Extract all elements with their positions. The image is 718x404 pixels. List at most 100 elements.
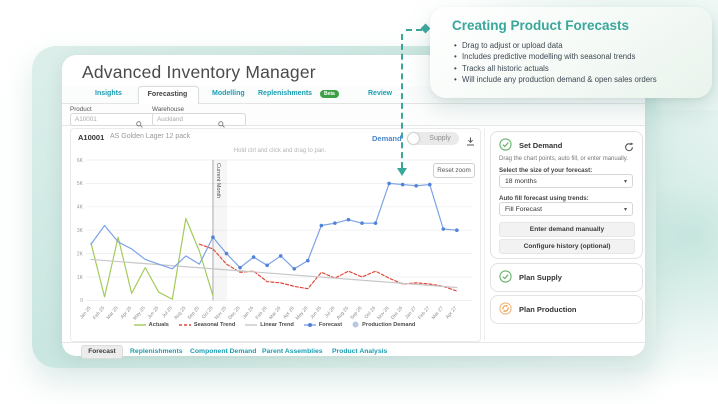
enter-demand-button[interactable]: Enter demand manually bbox=[499, 222, 635, 237]
series-seasonal-trend bbox=[198, 243, 458, 292]
forecast-point[interactable] bbox=[292, 267, 297, 271]
forecast-point[interactable] bbox=[238, 265, 242, 270]
y-tick-label: 1K bbox=[77, 275, 84, 281]
forecast-point[interactable] bbox=[373, 221, 378, 225]
legend-item[interactable]: Seasonal Trend bbox=[178, 321, 236, 328]
x-tick-label: Jul 25 bbox=[161, 305, 174, 319]
callout-bullet: Tracks all historic actuals bbox=[454, 63, 657, 75]
callout-bullet: Drag to adjust or upload data bbox=[454, 40, 657, 52]
x-tick-label: Apr 25 bbox=[119, 305, 133, 320]
forecast-point[interactable] bbox=[211, 235, 215, 240]
legend-label: Forecast bbox=[318, 321, 343, 328]
plan-production-title: Plan Production bbox=[519, 305, 577, 314]
x-tick-label: Nov 26 bbox=[376, 305, 391, 321]
x-tick-label: Jul 26 bbox=[324, 305, 337, 319]
tab-forecasting[interactable] bbox=[138, 86, 199, 104]
download-icon[interactable] bbox=[466, 133, 475, 151]
pan-hint: Hold ctrl and click and drag to pan. bbox=[233, 148, 327, 154]
forecast-point[interactable] bbox=[278, 254, 283, 258]
footer-tab-parent-assemblies[interactable]: Parent Assemblies bbox=[262, 348, 323, 355]
x-tick-label: Sep 25 bbox=[187, 305, 202, 321]
footer-tab-forecast[interactable]: Forecast bbox=[81, 345, 123, 359]
current-month-label: Current Month bbox=[215, 163, 221, 198]
tab-modelling[interactable]: Modelling bbox=[212, 90, 245, 97]
reset-zoom-button[interactable]: Reset zoom bbox=[433, 163, 475, 178]
x-tick-label: Dec 25 bbox=[227, 305, 242, 321]
x-tick-label: Mar 27 bbox=[431, 305, 445, 321]
forecast-point[interactable] bbox=[400, 182, 405, 187]
set-demand-card bbox=[490, 131, 643, 259]
legend-label: Linear Trend bbox=[260, 321, 294, 328]
legend-item[interactable]: Linear Trend bbox=[245, 322, 294, 328]
footer-tab-replenishments[interactable]: Replenishments bbox=[130, 348, 183, 355]
connector-dashed-line bbox=[406, 29, 422, 31]
y-tick-label: 3K bbox=[77, 228, 84, 234]
search-icon[interactable] bbox=[218, 115, 225, 133]
callout-bullet-list: Drag to adjust or upload data Includes p… bbox=[454, 40, 657, 86]
legend-item[interactable]: Production Demand bbox=[352, 321, 415, 328]
plan-production-card[interactable] bbox=[490, 295, 643, 324]
forecast-point[interactable] bbox=[455, 228, 459, 232]
product-input[interactable] bbox=[70, 113, 164, 126]
product-name: AS Golden Lager 12 pack bbox=[110, 133, 191, 140]
search-icon[interactable] bbox=[136, 115, 143, 133]
autofill-value: Fill Forecast bbox=[505, 206, 543, 213]
x-tick-label: Aug 26 bbox=[336, 305, 351, 321]
tab-review[interactable]: Review bbox=[368, 90, 393, 97]
caret-down-icon: ▾ bbox=[623, 179, 627, 185]
footer-tab-product-analysis[interactable]: Product Analysis bbox=[332, 348, 388, 355]
warehouse-input[interactable] bbox=[152, 113, 246, 126]
forecast-point[interactable] bbox=[333, 221, 337, 225]
x-tick-label: Aug 25 bbox=[173, 305, 188, 321]
x-tick-label: Oct 26 bbox=[363, 305, 377, 320]
x-tick-label: Jun 25 bbox=[146, 305, 160, 320]
forecast-point[interactable] bbox=[346, 217, 351, 222]
x-tick-label: Mar 25 bbox=[105, 305, 119, 321]
set-demand-title: Set Demand bbox=[519, 141, 563, 150]
configure-history-button[interactable]: Configure history (optional) bbox=[499, 239, 635, 254]
plan-supply-card[interactable] bbox=[490, 263, 643, 292]
footer-tab-component-demand[interactable]: Component Demand bbox=[190, 348, 257, 355]
supply-label[interactable]: Supply bbox=[429, 135, 451, 142]
forecast-size-select[interactable]: 18 months ▾ bbox=[499, 174, 633, 188]
x-tick-label: Apr 27 bbox=[445, 305, 459, 320]
autofill-select[interactable]: Fill Forecast ▾ bbox=[499, 202, 633, 216]
tab-forecasting-label: Forecasting bbox=[147, 91, 188, 98]
legend-label: Seasonal Trend bbox=[193, 321, 236, 328]
x-tick-label: Jan 27 bbox=[404, 305, 418, 320]
callout-bullet: Will include any production demand & ope… bbox=[454, 74, 657, 86]
forecast-point[interactable] bbox=[251, 255, 256, 259]
callout-card: Creating Product Forecasts Drag to adjus… bbox=[430, 7, 712, 98]
forecast-point[interactable] bbox=[224, 251, 229, 256]
forecast-point[interactable] bbox=[414, 183, 419, 188]
x-tick-label: Dec 26 bbox=[390, 305, 405, 321]
forecast-point[interactable] bbox=[360, 221, 364, 225]
demand-label[interactable]: Demand bbox=[372, 134, 402, 143]
series-actuals bbox=[90, 217, 214, 300]
forecast-point[interactable] bbox=[306, 258, 310, 263]
x-tick-label: Feb 27 bbox=[417, 305, 431, 321]
x-tick-label: Apr 26 bbox=[282, 305, 296, 320]
series-forecast[interactable] bbox=[90, 182, 458, 270]
toggle-knob[interactable] bbox=[408, 133, 419, 144]
y-tick-label: 5K bbox=[77, 181, 84, 187]
forecast-point[interactable] bbox=[427, 182, 432, 187]
forecast-point[interactable] bbox=[387, 181, 391, 186]
undo-icon[interactable] bbox=[624, 139, 634, 157]
forecast-size-label: Select the size of your forecast: bbox=[499, 167, 593, 174]
y-tick-label: 4K bbox=[77, 205, 84, 211]
demand-supply-toggle[interactable]: Supply bbox=[407, 132, 459, 145]
forecast-point[interactable] bbox=[265, 263, 269, 268]
check-circle-icon bbox=[499, 270, 512, 288]
legend-item[interactable]: Forecast bbox=[303, 321, 343, 328]
forecast-point[interactable] bbox=[319, 223, 324, 228]
tab-replenishments[interactable]: Replenishments bbox=[258, 90, 313, 97]
y-tick-label: 0 bbox=[80, 298, 83, 304]
x-tick-label: Nov 25 bbox=[214, 305, 229, 321]
legend-item[interactable]: Actuals bbox=[133, 322, 169, 328]
warehouse-label: Warehouse bbox=[152, 106, 184, 113]
caret-down-icon: ▾ bbox=[623, 207, 627, 213]
forecast-point[interactable] bbox=[441, 227, 446, 231]
tab-insights[interactable]: Insights bbox=[95, 90, 122, 97]
